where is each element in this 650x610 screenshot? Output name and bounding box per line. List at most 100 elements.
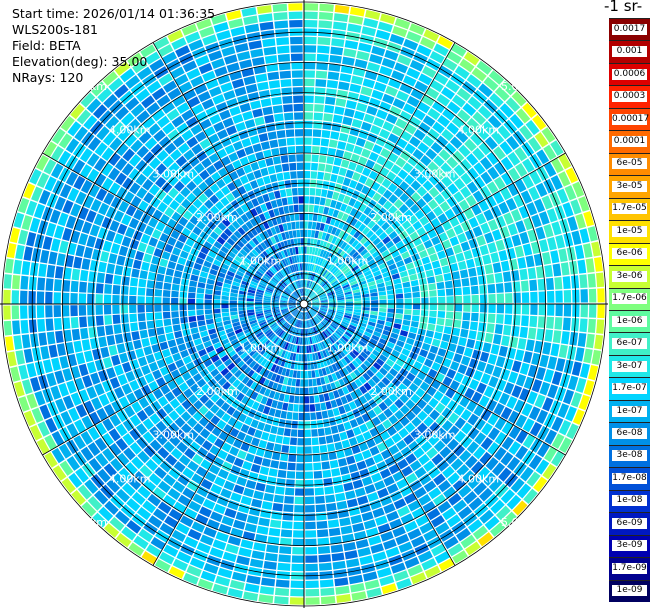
gate-cell [489, 522, 506, 537]
gate-cell [374, 254, 383, 262]
gate-cell [25, 200, 38, 216]
gate-cell [361, 185, 370, 195]
gate-cell [123, 447, 136, 461]
gate-cell [429, 409, 440, 421]
gate-cell [256, 312, 264, 317]
gate-cell [441, 86, 456, 100]
gate-cell [333, 353, 340, 361]
gate-cell [234, 86, 247, 97]
gate-cell [326, 327, 333, 335]
gate-cell [294, 291, 300, 298]
gate-cell [304, 87, 315, 95]
gate-cell [249, 558, 264, 568]
gate-cell [306, 311, 310, 319]
gate-cell [317, 171, 325, 180]
gate-cell [96, 272, 105, 283]
gate-cell [257, 345, 265, 353]
gate-cell [476, 235, 486, 247]
gate-cell [171, 304, 179, 311]
gate-cell [190, 274, 199, 282]
gate-cell [127, 350, 137, 361]
gate-cell [398, 353, 408, 362]
gate-cell [142, 418, 155, 430]
gate-cell [18, 396, 30, 412]
gate-cell [321, 341, 327, 349]
gate-cell [282, 512, 294, 521]
colorbar-cell: 1.7e-05 [609, 197, 650, 221]
gate-cell [300, 229, 304, 237]
gate-cell [311, 429, 318, 437]
gate-cell [407, 528, 422, 540]
gate-cell [337, 261, 345, 269]
gate-cell [251, 351, 260, 360]
gate-cell [493, 146, 506, 160]
gate-cell [36, 305, 45, 318]
gate-cell [417, 410, 428, 422]
gate-cell [43, 159, 57, 175]
gate-cell [155, 189, 167, 201]
gate-cell [250, 463, 261, 473]
gate-cell [343, 421, 352, 431]
gate-cell [254, 429, 263, 439]
gate-cell [109, 377, 121, 389]
gate-cell [506, 396, 518, 409]
gate-cell [477, 532, 494, 547]
gate-cell [206, 491, 219, 503]
gate-cell [299, 337, 303, 345]
gate-cell [292, 196, 299, 204]
gate-cell [152, 388, 164, 400]
gate-cell [137, 304, 145, 313]
gate-cell [274, 314, 282, 319]
gate-cell [44, 434, 57, 451]
gate-cell [198, 204, 209, 215]
gate-cell [409, 136, 421, 148]
gate-cell [330, 382, 337, 391]
gate-cell [257, 356, 265, 365]
gate-cell [320, 321, 327, 328]
gate-cell [409, 273, 418, 281]
gate-cell [304, 129, 313, 137]
gate-cell [383, 140, 395, 151]
gate-cell [263, 295, 272, 299]
gate-cell [343, 356, 351, 364]
gate-cell [304, 78, 315, 87]
gate-cell [310, 255, 314, 263]
gate-cell [172, 247, 182, 256]
gate-cell [563, 290, 572, 303]
gate-cell [292, 538, 304, 547]
gate-cell [86, 152, 100, 167]
gate-cell [343, 314, 352, 319]
gate-cell [427, 276, 436, 284]
gate-cell [138, 528, 154, 543]
gate-cell [358, 322, 367, 328]
gate-cell [311, 299, 319, 302]
gate-cell [307, 311, 311, 319]
gate-cell [555, 290, 563, 303]
gate-cell [380, 266, 389, 274]
gate-cell [148, 473, 162, 486]
gate-cell [482, 342, 492, 353]
gate-cell [425, 87, 440, 100]
colorbar-tick-label: 1e-08 [612, 495, 647, 507]
gate-cell [304, 171, 311, 179]
gate-cell [366, 369, 375, 378]
gate-cell [579, 318, 588, 333]
gate-cell [121, 314, 129, 324]
gate-cell [381, 583, 397, 595]
gate-cell [80, 327, 89, 340]
gate-cell [230, 314, 239, 320]
gate-cell [433, 390, 444, 402]
gate-cell [132, 124, 146, 138]
gate-cell [583, 379, 595, 396]
gate-cell [322, 319, 330, 326]
gate-cell [438, 558, 455, 572]
gate-cell [256, 315, 265, 320]
gate-cell [304, 53, 316, 61]
gate-cell [200, 215, 211, 225]
gate-cell [287, 146, 296, 154]
gate-cell [247, 312, 255, 316]
gate-cell [460, 241, 471, 252]
gate-cell [265, 351, 273, 360]
gate-cell [50, 163, 64, 179]
gate-cell [164, 515, 179, 529]
